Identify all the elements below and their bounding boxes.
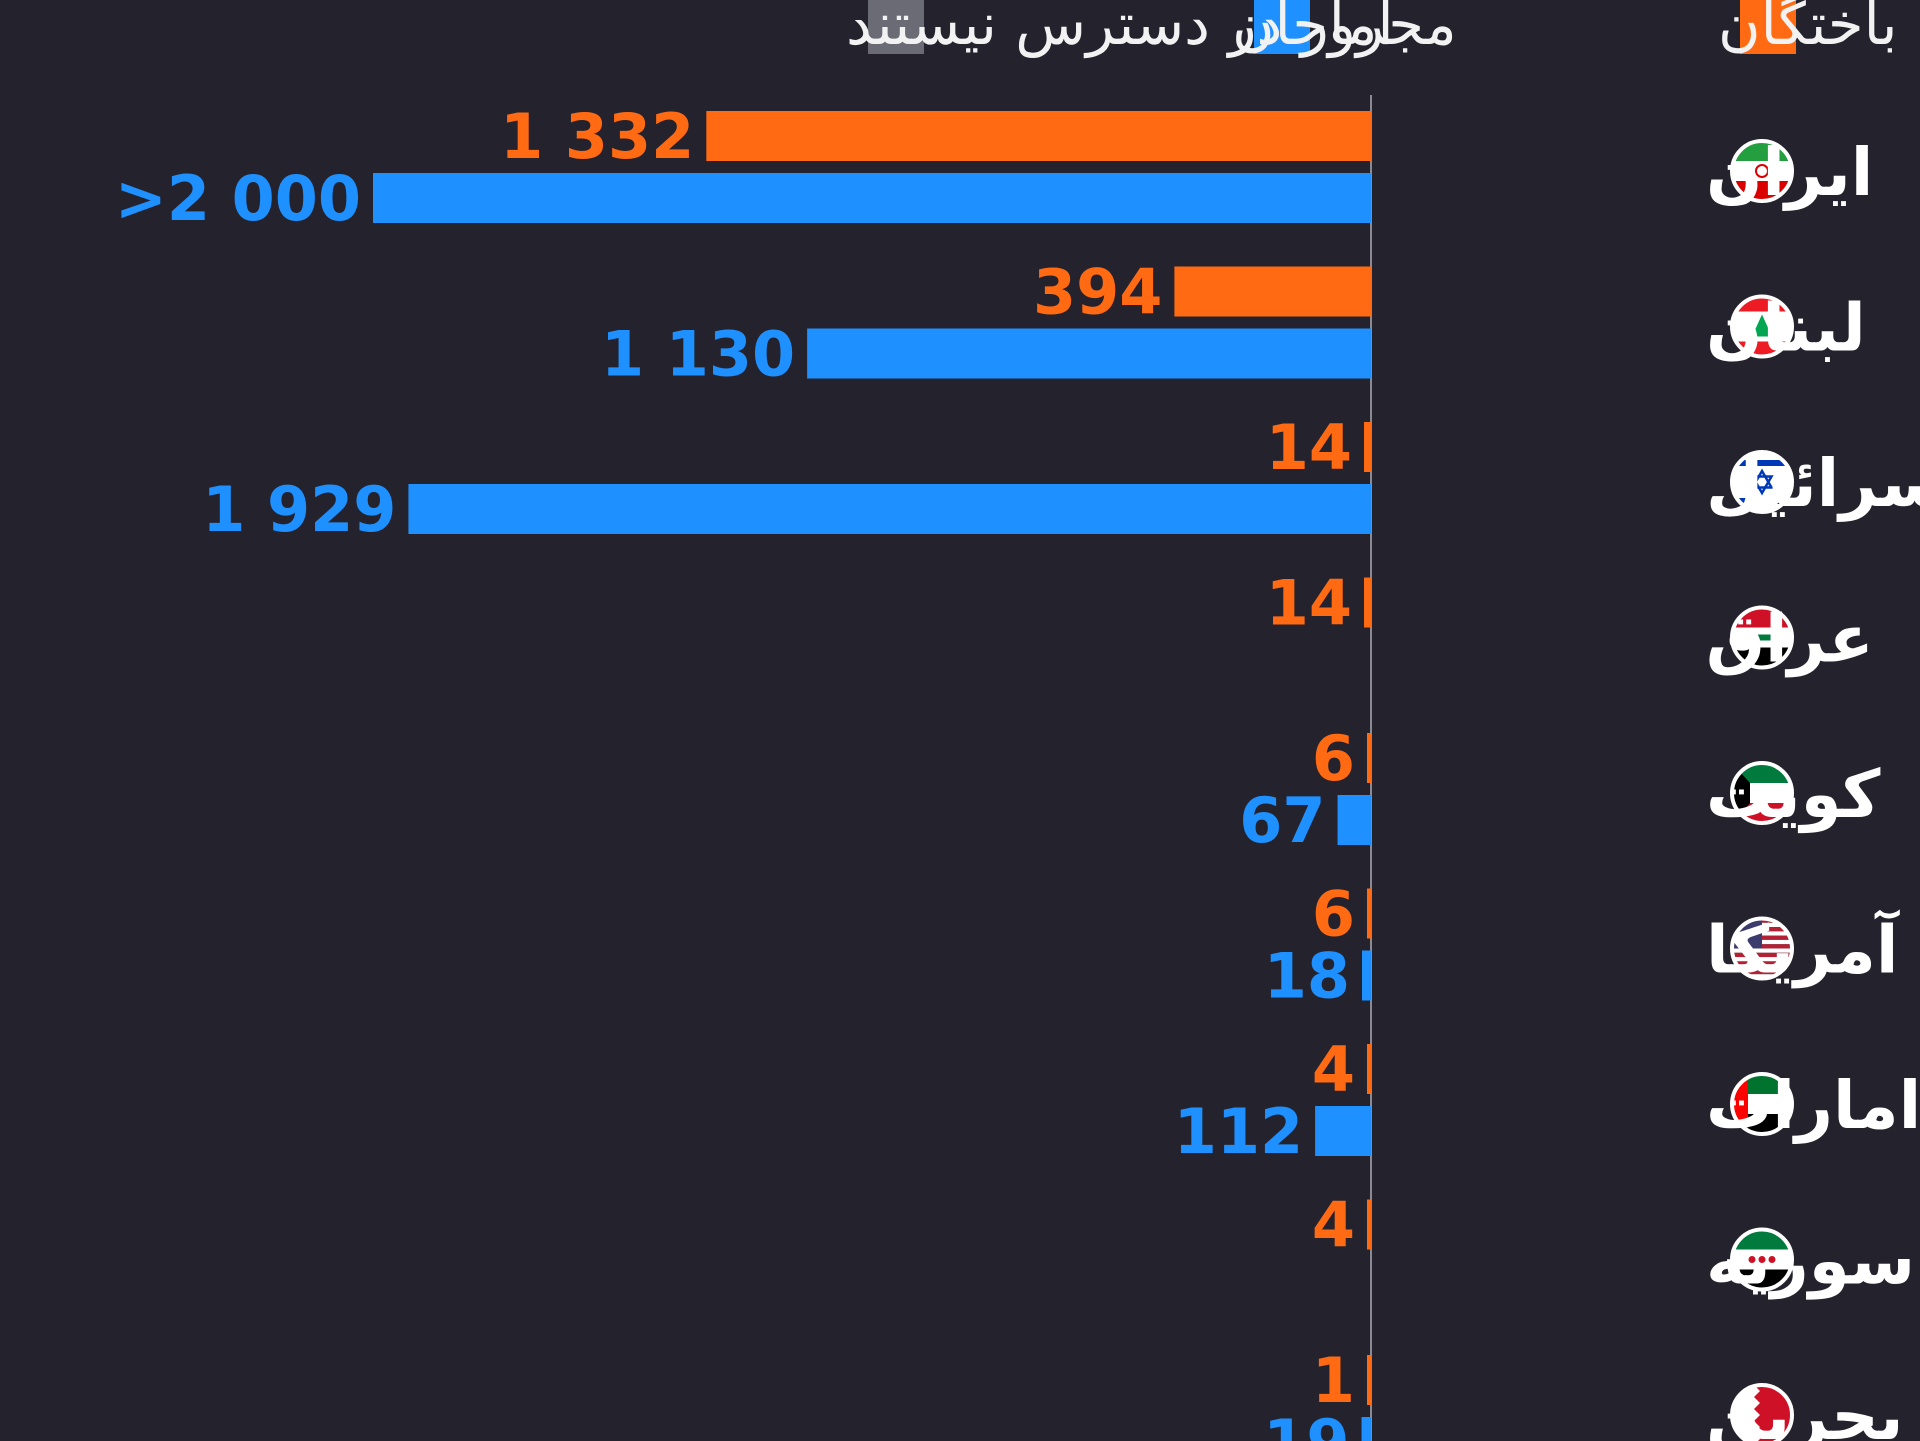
bar-label-deaths: 4 xyxy=(1312,1189,1355,1262)
bar-injured xyxy=(1362,950,1371,1001)
chart-row: 4 سوریه xyxy=(1312,1189,1915,1301)
bar-injured xyxy=(1361,1417,1371,1441)
country-label: کویت xyxy=(1706,756,1881,834)
legend-swatch-no_data xyxy=(868,0,924,54)
bar-injured xyxy=(408,484,1372,534)
bar-deaths xyxy=(1367,888,1371,939)
country-label: امارات xyxy=(1706,1067,1920,1144)
bar-label-deaths: 6 xyxy=(1312,878,1355,951)
legend-label-deaths: جان باختگان xyxy=(1718,0,1920,58)
country-label: عراق xyxy=(1706,601,1874,678)
bar-injured xyxy=(807,328,1371,379)
bar-label-deaths: 6 xyxy=(1312,722,1355,795)
bar-label-injured: 67 xyxy=(1239,784,1325,857)
chart-row: 14 1 929 اسرائیل xyxy=(202,411,1920,546)
syria-flag-icon xyxy=(1730,1227,1794,1292)
lebanon-flag-icon xyxy=(1730,294,1794,359)
legend-label-injured: مجروحان xyxy=(1232,0,1457,59)
country-label: بحرین xyxy=(1706,1378,1904,1441)
chart-row: 14 عراق xyxy=(1266,567,1874,678)
chart-row: 667 کویت xyxy=(1239,722,1881,857)
legend-swatch-injured xyxy=(1254,0,1310,54)
iraq-flag-icon xyxy=(1730,605,1794,670)
bar-deaths xyxy=(1174,266,1371,317)
bar-label-injured: 112 xyxy=(1174,1095,1303,1168)
bar-label-deaths: 1 332 xyxy=(500,100,694,173)
legend-item-deaths: جان باختگان xyxy=(1718,0,1920,58)
bar-label-deaths: 394 xyxy=(1033,256,1162,329)
legend-label-no_data: آمار در دسترس نیستند xyxy=(846,0,1396,59)
legend-item-injured: مجروحان xyxy=(1232,0,1457,59)
country-label: آمریکا xyxy=(1706,909,1900,989)
iran-flag-icon xyxy=(1730,139,1794,203)
chart-row: 1 332 >2 000 ایران xyxy=(115,100,1874,235)
legend-swatch-deaths xyxy=(1740,0,1796,54)
usa-flag-icon xyxy=(1730,916,1794,981)
bar-deaths xyxy=(1367,733,1371,783)
bar-deaths xyxy=(706,111,1371,161)
bar-label-injured: 19 xyxy=(1263,1406,1349,1441)
bar-label-injured: 1 929 xyxy=(202,473,396,546)
bar-deaths xyxy=(1367,1044,1371,1094)
bar-deaths xyxy=(1367,1199,1371,1250)
bar-label-deaths: 14 xyxy=(1266,567,1352,640)
country-label: ایران xyxy=(1706,134,1873,211)
bar-deaths xyxy=(1364,577,1371,628)
bar-label-injured: 18 xyxy=(1264,940,1350,1013)
israel-flag-icon xyxy=(1730,450,1794,514)
bar-injured xyxy=(1315,1106,1371,1156)
chart-row: 119 بحرین xyxy=(1263,1344,1904,1441)
bar-deaths xyxy=(1367,1355,1371,1405)
chart-row: 618 آمریکا xyxy=(1264,878,1900,1013)
bar-label-deaths: 4 xyxy=(1312,1033,1355,1106)
bar-deaths xyxy=(1364,422,1371,472)
legend-item-no_data: آمار در دسترس نیستند xyxy=(846,0,1396,59)
bahrain-flag-icon xyxy=(1730,1383,1794,1441)
uae-flag-icon xyxy=(1730,1072,1794,1136)
bar-label-deaths: 14 xyxy=(1266,411,1352,484)
country-label: سوریه xyxy=(1706,1223,1915,1301)
bar-label-deaths: 1 xyxy=(1312,1344,1355,1417)
bar-label-injured: 1 130 xyxy=(601,318,795,391)
bar-injured xyxy=(373,173,1371,223)
bar-label-injured: >2 000 xyxy=(115,162,361,235)
chart-row: 394 1 130 لبنان xyxy=(601,256,1866,391)
bar-injured xyxy=(1337,795,1371,845)
kuwait-flag-icon xyxy=(1730,761,1794,825)
country-label: اسرائیل xyxy=(1706,445,1920,522)
country-label: لبنان xyxy=(1706,290,1866,367)
